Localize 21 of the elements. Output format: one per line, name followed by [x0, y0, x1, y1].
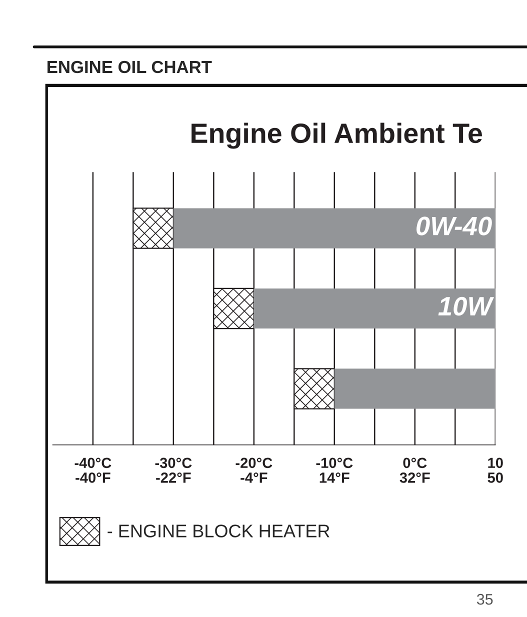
x2-tick-label: -4°F	[240, 472, 268, 483]
y-tick-label: 10W	[438, 296, 494, 316]
legend-label: - ENGINE BLOCK HEATER	[108, 524, 330, 538]
x2-tick-label: 50	[488, 472, 503, 483]
x2-tick-label: -40°F	[76, 472, 110, 483]
bar	[334, 368, 496, 409]
y-tick-label: 0W-40	[416, 216, 492, 236]
bar	[254, 288, 496, 329]
x-tick-label: 0°C	[403, 458, 427, 468]
bar	[173, 208, 496, 248]
x-tick-label: -40°C	[74, 458, 112, 468]
text: 35	[476, 594, 493, 605]
chart-subtitle: Engine Oil Ambient Te	[192, 122, 482, 149]
x-tick-label: -30°C	[155, 458, 192, 468]
x2-tick-label: -22°F	[156, 472, 191, 483]
x2-tick-label: 14°F	[320, 472, 350, 483]
x-tick-label: -10°C	[316, 458, 353, 468]
chart-title: ENGINE OIL CHART	[48, 60, 212, 74]
x-tick-label: 10	[488, 458, 503, 468]
x-tick-label: -20°C	[236, 458, 272, 468]
x2-tick-label: 32°F	[400, 472, 430, 483]
